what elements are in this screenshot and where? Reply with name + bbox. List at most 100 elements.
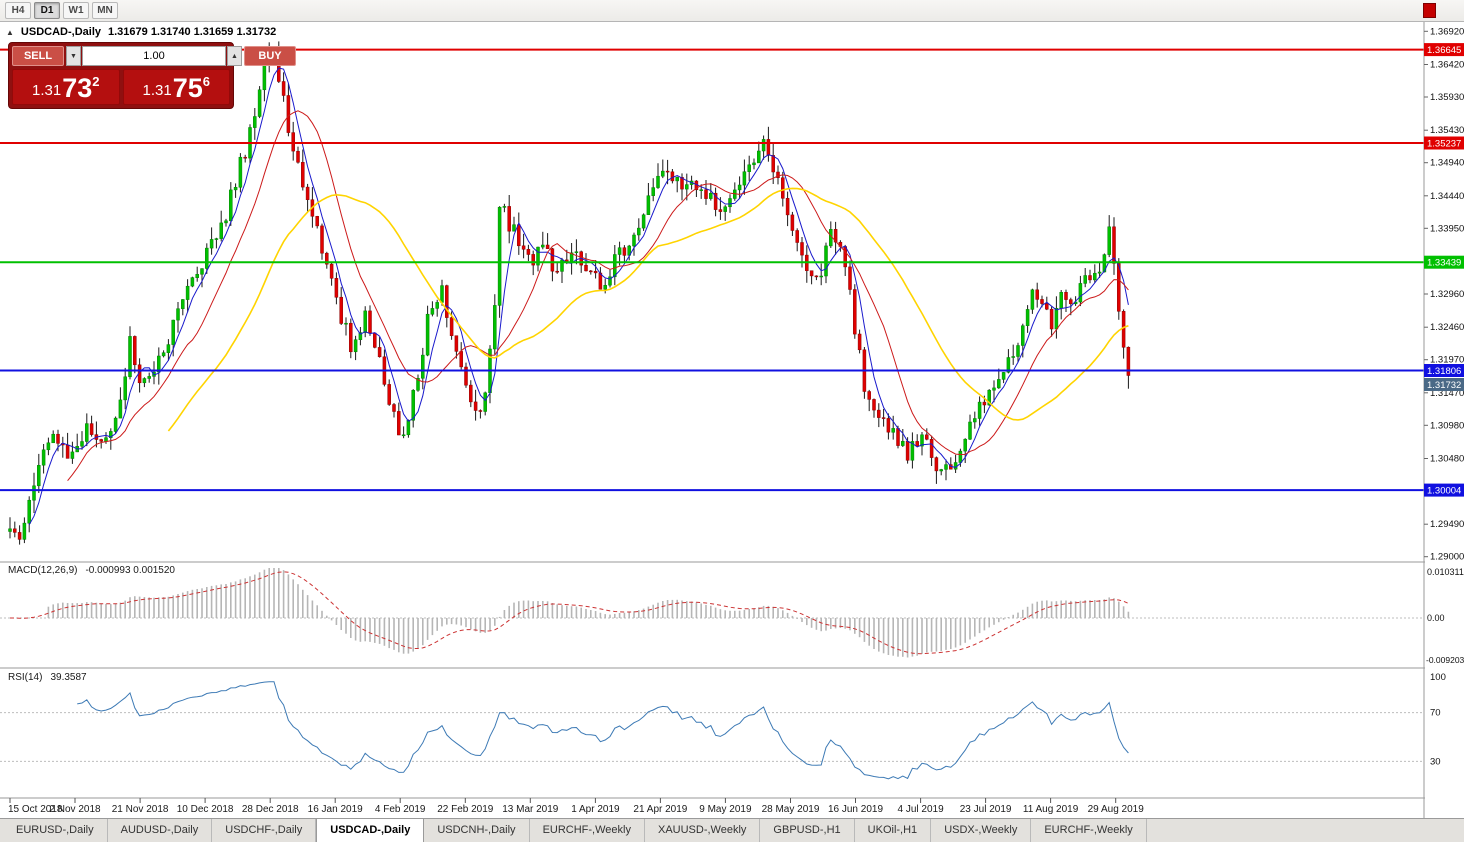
volume-control: ▼ ▲: [66, 46, 242, 66]
svg-text:1.29490: 1.29490: [1430, 519, 1464, 530]
volume-decrease-button[interactable]: ▼: [66, 46, 81, 66]
sell-price-point: 2: [92, 74, 100, 89]
volume-increase-button[interactable]: ▲: [227, 46, 242, 66]
collapse-panel-icon[interactable]: ▲: [6, 27, 14, 37]
buy-price-display[interactable]: 1.31 75 6: [122, 69, 230, 105]
timeframe-h4[interactable]: H4: [5, 2, 31, 19]
tab-ukoil-h1[interactable]: UKOil-,H1: [855, 819, 932, 842]
svg-text:1.33439: 1.33439: [1427, 258, 1461, 269]
chart-tabs-bar: EURUSD-,Daily AUDUSD-,Daily USDCHF-,Daily U…: [0, 818, 1464, 842]
svg-text:1.36920: 1.36920: [1430, 26, 1464, 37]
svg-text:100: 100: [1430, 672, 1446, 683]
svg-text:0.00: 0.00: [1427, 613, 1445, 623]
panel-separators: [0, 561, 1464, 799]
svg-text:4 Feb 2019: 4 Feb 2019: [375, 804, 426, 815]
volume-input[interactable]: [82, 46, 226, 66]
buy-price-pips: 75: [172, 73, 203, 104]
svg-text:1.32460: 1.32460: [1430, 322, 1464, 333]
svg-text:16 Jan 2019: 16 Jan 2019: [308, 804, 363, 815]
timeframe-buttons: H4 D1 W1 MN: [5, 2, 121, 19]
svg-text:16 Jun 2019: 16 Jun 2019: [828, 804, 883, 815]
svg-text:1.34440: 1.34440: [1430, 191, 1464, 202]
svg-text:15 Oct 2018: 15 Oct 2018: [8, 804, 63, 815]
tab-usdchf-daily[interactable]: USDCHF-,Daily: [212, 819, 317, 842]
svg-text:1.30480: 1.30480: [1430, 454, 1464, 465]
svg-text:29 Aug 2019: 29 Aug 2019: [1088, 804, 1145, 815]
alert-indicator: [1423, 3, 1436, 18]
svg-text:11 Aug 2019: 11 Aug 2019: [1023, 804, 1079, 815]
moving-averages: [28, 67, 1129, 526]
svg-text:-0.0092030: -0.0092030: [1426, 655, 1464, 665]
tab-usdcad-daily[interactable]: USDCAD-,Daily: [316, 819, 425, 842]
level-price-tag: [1424, 43, 1464, 57]
sell-price-pips: 73: [62, 73, 93, 104]
price-scale: 1.36920 1.36420 1.35930 1.35430 1.34940 1.344…: [1423, 22, 1464, 818]
svg-text:30: 30: [1430, 756, 1441, 767]
svg-text:1.30004: 1.30004: [1427, 486, 1461, 497]
tab-gbpusd-h1[interactable]: GBPUSD-,H1: [760, 819, 855, 842]
macd-signal-line: [10, 571, 1129, 655]
rsi-name: RSI(14): [8, 672, 43, 683]
svg-text:0.010311: 0.010311: [1427, 567, 1464, 577]
macd-pane: [0, 568, 1424, 658]
tab-usdcnh-daily[interactable]: USDCNH-,Daily: [424, 819, 530, 842]
timeframe-w1[interactable]: W1: [63, 2, 89, 19]
svg-text:70: 70: [1430, 708, 1441, 719]
level-price-tag: [1424, 483, 1464, 497]
svg-text:4 Jul 2019: 4 Jul 2019: [898, 804, 945, 815]
tab-eurusd-daily[interactable]: EURUSD-,Daily: [3, 819, 108, 842]
trade-panel-controls: SELL ▼ ▲ BUY: [12, 46, 296, 66]
tab-eurchf-weekly[interactable]: EURCHF-,Weekly: [530, 819, 645, 842]
level-price-tag: [1424, 364, 1464, 377]
rsi-line: [77, 681, 1129, 780]
svg-text:1 Apr 2019: 1 Apr 2019: [571, 804, 620, 815]
svg-text:1.35430: 1.35430: [1430, 125, 1464, 136]
macd-indicator-label: MACD(12,26,9) -0.000993 0.001520: [8, 565, 175, 576]
sell-price-display[interactable]: 1.31 73 2: [12, 69, 120, 105]
svg-text:10 Dec 2018: 10 Dec 2018: [177, 804, 234, 815]
rsi-value: 39.3587: [50, 672, 87, 683]
svg-text:1.36420: 1.36420: [1430, 60, 1464, 71]
timeframe-d1[interactable]: D1: [34, 2, 60, 19]
tab-xauusd-weekly[interactable]: XAUUSD-,Weekly: [645, 819, 761, 842]
toolbar: H4 D1 W1 MN: [0, 0, 1464, 22]
buy-price-point: 6: [202, 74, 210, 89]
macd-values: -0.000993 0.001520: [85, 565, 175, 576]
svg-text:1.32960: 1.32960: [1430, 289, 1464, 300]
sell-price-base: 1.31: [32, 82, 62, 99]
timeframe-mn[interactable]: MN: [92, 2, 118, 19]
tab-audusd-daily[interactable]: AUDUSD-,Daily: [108, 819, 213, 842]
chart-ohlc-values: 1.31679 1.31740 1.31659 1.31732: [108, 26, 277, 38]
svg-text:1.29000: 1.29000: [1430, 552, 1464, 563]
price-chart-canvas[interactable]: 1.36920 1.36420 1.35930 1.35430 1.34940 1.344…: [0, 22, 1464, 818]
macd-name: MACD(12,26,9): [8, 565, 78, 576]
svg-text:2 Nov 2018: 2 Nov 2018: [49, 804, 101, 815]
sell-button[interactable]: SELL: [12, 46, 64, 66]
buy-button[interactable]: BUY: [244, 46, 296, 66]
svg-text:1.31732: 1.31732: [1427, 380, 1461, 391]
svg-text:1.30980: 1.30980: [1430, 420, 1464, 431]
tab-eurchf-weekly[interactable]: EURCHF-,Weekly: [1031, 819, 1147, 842]
svg-text:22 Feb 2019: 22 Feb 2019: [437, 804, 494, 815]
svg-text:1.33950: 1.33950: [1430, 223, 1464, 234]
fast-ma: [28, 67, 1129, 526]
rsi-indicator-label: RSI(14) 39.3587: [8, 672, 87, 683]
svg-text:1.36645: 1.36645: [1427, 45, 1461, 56]
tab-usdx-weekly[interactable]: USDX-,Weekly: [931, 819, 1032, 842]
svg-text:1.31806: 1.31806: [1427, 366, 1461, 377]
svg-text:13 Mar 2019: 13 Mar 2019: [502, 804, 559, 815]
svg-text:1.35930: 1.35930: [1430, 92, 1464, 103]
level-price-tag: [1424, 136, 1464, 150]
level-lines: [0, 48, 1424, 492]
chart-title: ▲ USDCAD-,Daily 1.31679 1.31740 1.31659 …: [6, 26, 276, 38]
svg-text:1.31470: 1.31470: [1430, 388, 1464, 399]
candles: [8, 41, 1131, 545]
svg-text:1.34940: 1.34940: [1430, 158, 1464, 169]
svg-text:9 May 2019: 9 May 2019: [699, 804, 752, 815]
svg-text:1.31970: 1.31970: [1430, 355, 1464, 366]
svg-text:21 Nov 2018: 21 Nov 2018: [112, 804, 169, 815]
level-price-tag: [1424, 255, 1464, 269]
current-price-tag: [1424, 378, 1464, 391]
